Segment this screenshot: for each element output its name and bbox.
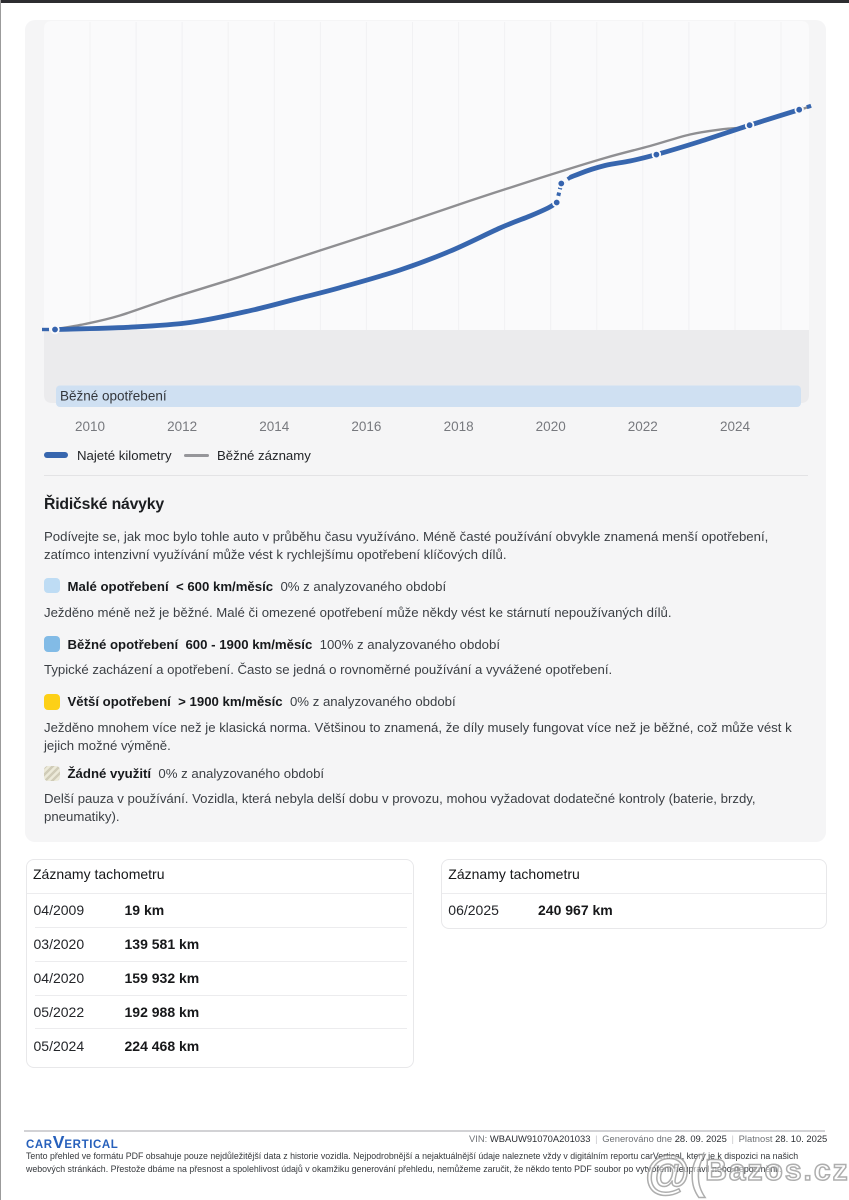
svg-text:Běžné opotřebení: Běžné opotřebení [60, 389, 167, 404]
svg-text:2014: 2014 [259, 419, 290, 434]
svg-text:2012: 2012 [167, 419, 197, 434]
svg-text:2020: 2020 [536, 419, 566, 434]
svg-text:2018: 2018 [444, 419, 474, 434]
svg-text:2024: 2024 [720, 419, 751, 434]
svg-text:2016: 2016 [351, 419, 381, 434]
svg-text:2010: 2010 [75, 419, 105, 434]
svg-text:2022: 2022 [628, 419, 658, 434]
